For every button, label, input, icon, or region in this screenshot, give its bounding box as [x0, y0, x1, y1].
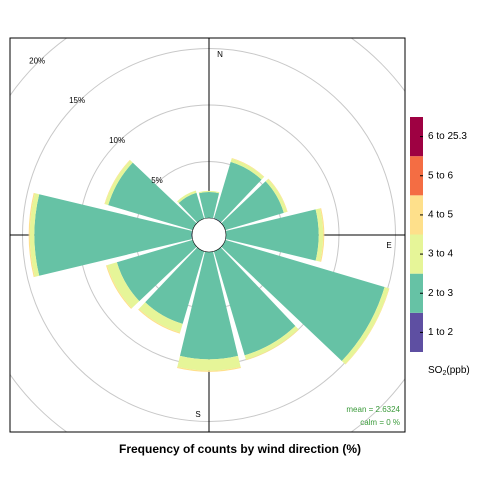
rose-segment [28, 192, 35, 278]
y-tick-label: 5% [151, 176, 163, 185]
legend-swatch [410, 117, 423, 157]
rose-segment [29, 193, 40, 277]
rose-segment [177, 355, 241, 371]
rose-segment [225, 209, 319, 261]
legend-swatch [410, 195, 423, 235]
y-tick-label: 15% [69, 96, 85, 105]
rose-segment [265, 178, 288, 213]
y-tick-label: 10% [109, 136, 125, 145]
plot-area [10, 38, 405, 432]
legend-label: 6 to 25.3 [428, 131, 467, 142]
annotation: calm = 0 % [360, 418, 400, 427]
legend-title: SO2(ppb) [428, 365, 470, 377]
rose-segment [116, 239, 197, 302]
rose-segment [213, 247, 296, 356]
rose-segment [221, 181, 284, 231]
rose-segment [213, 161, 262, 223]
rose-segment [107, 262, 140, 309]
chart-title: Frequency of counts by wind direction (%… [119, 442, 361, 456]
rose-segment [244, 326, 299, 360]
rose-segment [198, 190, 220, 194]
legend-title-sub: 2 [442, 370, 446, 377]
compass-label: E [386, 241, 391, 250]
rose-segment [315, 208, 324, 262]
calm-hole [191, 217, 227, 253]
compass-label: S [195, 410, 200, 419]
y-tick-label: 20% [29, 56, 45, 65]
panel-border [9, 37, 406, 433]
rose-segment [145, 247, 205, 324]
rose-segment [221, 239, 385, 362]
rose-segment [34, 194, 192, 276]
annotation: mean = 2.6324 [346, 405, 400, 414]
legend-label: 2 to 3 [428, 288, 453, 299]
rose-segment [104, 160, 133, 206]
legend-label: 5 to 6 [428, 170, 453, 181]
rose-segment [177, 366, 241, 372]
legend-label: 1 to 2 [428, 327, 453, 338]
legend-title-part: SO [428, 365, 443, 376]
legend-swatch [410, 234, 423, 274]
compass-label: N [217, 50, 223, 59]
legend-label: 3 to 4 [428, 249, 453, 260]
rose-segment [177, 190, 197, 203]
legend-swatch [410, 273, 423, 313]
rose-segment [108, 162, 197, 231]
rose-segment [178, 192, 205, 223]
legend-swatch [410, 156, 423, 196]
rose-segment [320, 208, 325, 262]
rose-segment [230, 158, 264, 180]
rose-segment [138, 302, 183, 333]
legend-label: 4 to 5 [428, 210, 453, 221]
legend-title-part: (ppb) [446, 365, 469, 376]
rose-segment [341, 287, 389, 365]
rose-segment [179, 251, 239, 360]
rose-segment [198, 192, 220, 219]
legend-swatch [410, 312, 423, 352]
